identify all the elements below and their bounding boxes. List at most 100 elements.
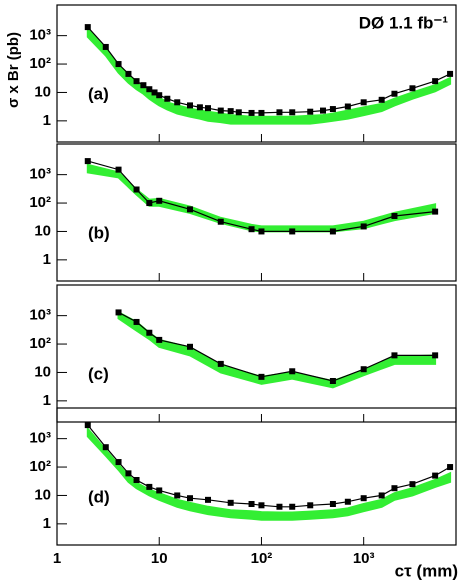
panel-frame [56,407,457,546]
observed-point [276,503,283,510]
observed-point [409,481,416,488]
observed-point [289,109,296,116]
observed-point [133,78,140,85]
y-tick-label: 1 [43,112,51,129]
y-tick-label: 10³ [29,430,51,447]
y-tick-label: 1 [43,392,51,409]
observed-point [329,228,336,235]
expected-band [86,26,452,125]
observed-point [187,495,193,502]
panel-frame [56,143,457,282]
expected-band [86,163,437,233]
observed-point [140,82,147,89]
y-tick-label: 1 [43,515,51,532]
observed-point [156,92,163,99]
observed-point [360,495,367,502]
observed-point [217,218,224,225]
observed-point [360,223,367,230]
observed-point [391,212,398,219]
observed-point [125,70,132,77]
observed-point [329,377,336,384]
observed-point [151,89,158,96]
observed-point [258,228,265,235]
y-tick-label: 10³ [29,166,51,183]
observed-point [307,502,314,509]
observed-point [432,352,439,359]
observed-point [156,197,163,204]
observed-point [146,86,153,93]
y-tick-label: 10³ [29,307,51,324]
y-tick-label: 10² [29,55,51,72]
observed-point [102,43,109,50]
observed-point [156,487,163,494]
observed-point [307,108,314,115]
observed-point [276,109,283,116]
observed-point [146,329,153,336]
observed-point [84,24,91,31]
observed-point [84,422,91,429]
observed-point [235,109,242,116]
observed-point [344,498,351,505]
observed-point [248,500,255,507]
y-tick-label: 10² [29,458,51,475]
annotation: DØ 1.1 fb⁻¹ [359,13,449,32]
observed-point [320,107,326,114]
y-tick-label: 1 [43,251,51,268]
observed-point [125,470,132,477]
observed-point [115,309,122,316]
observed-point [378,96,385,103]
panel-label: (d) [88,487,110,506]
observed-point [344,103,351,110]
observed-point [432,208,439,215]
observed-point [133,318,140,325]
observed-point [258,109,265,116]
observed-point [115,166,122,173]
observed-point [84,158,91,165]
y-tick-label: 10² [29,194,51,211]
observed-point [196,104,203,111]
observed-point [174,492,181,499]
observed-point [432,472,439,479]
y-tick-label: 10³ [29,27,51,44]
observed-point [205,105,212,112]
x-tick-label: 10² [251,550,273,567]
panel-frame [56,284,457,423]
x-tick-label: 10³ [353,550,375,567]
observed-point [217,107,224,114]
panel-frame [56,4,457,143]
panel-label: (a) [88,84,109,103]
observed-point [447,464,454,471]
observed-point [146,483,153,490]
observed-point [258,373,265,380]
observed-point [391,485,398,492]
observed-point [217,360,224,367]
x-tick-label: 10 [151,550,168,567]
observed-point [146,200,153,207]
observed-point [248,226,255,233]
panel-label: (c) [88,364,109,383]
observed-point [258,502,265,509]
observed-point [133,186,140,193]
observed-point [447,70,454,77]
observed-point [329,500,336,507]
y-tick-label: 10 [34,83,51,100]
observed-point [164,95,171,102]
observed-point [205,496,212,503]
observed-point [102,444,109,451]
observed-point [432,78,439,85]
observed-point [248,109,255,116]
y-tick-label: 10 [34,486,51,503]
observed-point [378,492,385,499]
panel-label: (b) [88,223,110,242]
observed-point [289,368,296,375]
observed-point [187,343,193,350]
y-axis-label: σ x Br (pb) [5,32,22,108]
observed-point [174,99,181,106]
observed-point [227,108,234,115]
y-tick-label: 10 [34,363,51,380]
observed-point [360,99,367,106]
observed-point [187,206,193,213]
observed-point [360,366,367,373]
observed-point [187,102,193,109]
